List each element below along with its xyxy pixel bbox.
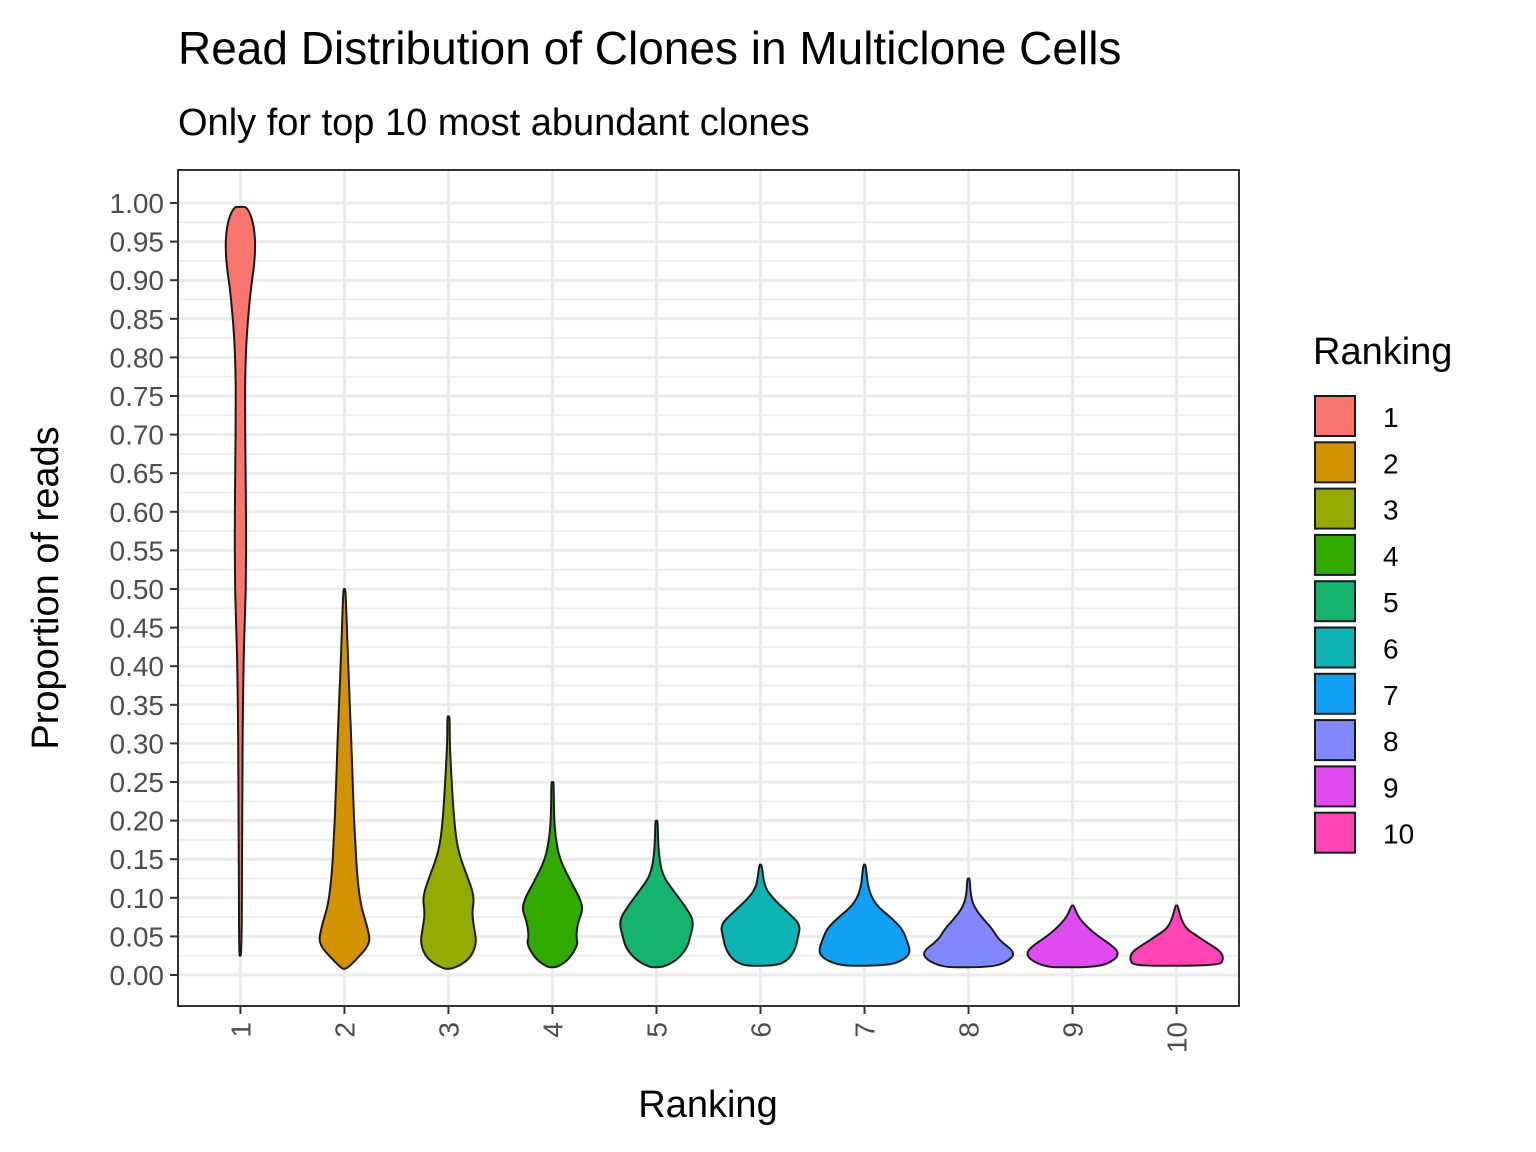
violin-1	[224, 205, 257, 957]
y-tick-label: 0.05	[110, 921, 165, 952]
y-tick-label: 0.95	[110, 227, 165, 258]
legend-swatch-7	[1314, 672, 1356, 715]
y-tick-label: 0.45	[110, 613, 165, 644]
y-tick-label: 0.55	[110, 535, 165, 566]
chart-subtitle: Only for top 10 most abundant clones	[178, 102, 810, 144]
y-tick-label: 1.00	[110, 188, 165, 219]
violin-8	[923, 877, 1015, 969]
x-tick-label: 6	[746, 1022, 777, 1038]
y-tick-label: 0.00	[110, 960, 165, 991]
y-tick-label: 0.70	[110, 420, 165, 451]
legend-swatch-6	[1314, 626, 1356, 669]
legend-label-3: 3	[1383, 495, 1399, 526]
violin-3	[420, 715, 477, 970]
legend-swatch-2	[1314, 441, 1356, 484]
legend-swatch-9	[1314, 765, 1356, 808]
legend-swatch-3	[1314, 487, 1356, 530]
violin-5	[619, 819, 694, 969]
x-tick-label: 7	[850, 1022, 881, 1038]
y-axis-title: Proportion of reads	[25, 426, 67, 749]
violin-10	[1129, 904, 1224, 967]
legend-label-6: 6	[1383, 634, 1399, 665]
legend: 1 2 3 4 5 6 7 8 9 10	[1314, 395, 1414, 854]
x-tick-label: 4	[537, 1022, 568, 1038]
y-tick-label: 0.10	[110, 883, 165, 914]
x-tick-label: 10	[1162, 1022, 1193, 1053]
violin-2	[318, 588, 371, 970]
violin-7	[818, 863, 911, 967]
legend-swatch-4	[1314, 533, 1356, 576]
legend-label-7: 7	[1383, 680, 1399, 711]
y-tick-label: 0.60	[110, 497, 165, 528]
x-tick-label: 5	[641, 1022, 672, 1038]
x-tick-label: 1	[225, 1022, 256, 1038]
legend-label-4: 4	[1383, 541, 1399, 572]
legend-swatch-8	[1314, 719, 1356, 762]
x-tick-label: 9	[1058, 1022, 1089, 1038]
y-tick-label: 0.15	[110, 844, 165, 875]
x-tick-label: 8	[954, 1022, 985, 1038]
y-tick-label: 0.30	[110, 728, 165, 759]
legend-swatch-10	[1314, 811, 1356, 854]
y-tick-label: 0.25	[110, 767, 165, 798]
y-tick-label: 0.50	[110, 574, 165, 605]
x-tick-label: 2	[329, 1022, 360, 1038]
legend-label-5: 5	[1383, 587, 1399, 618]
violin-9	[1026, 904, 1119, 969]
y-tick-label: 0.80	[110, 342, 165, 373]
y-tick-label: 0.35	[110, 690, 165, 721]
legend-label-2: 2	[1383, 448, 1399, 479]
violin-4	[521, 781, 584, 969]
legend-label-10: 10	[1383, 819, 1414, 850]
legend-title: Ranking	[1313, 331, 1452, 373]
legend-label-8: 8	[1383, 726, 1399, 757]
y-tick-label: 0.75	[110, 381, 165, 412]
y-tick-label: 0.40	[110, 651, 165, 682]
legend-label-1: 1	[1383, 402, 1399, 433]
legend-swatch-1	[1314, 395, 1356, 437]
violin-6	[720, 863, 801, 967]
y-tick-label: 0.65	[110, 458, 165, 489]
y-tick-label: 0.20	[110, 806, 165, 837]
legend-swatch-5	[1314, 580, 1356, 623]
chart-title: Read Distribution of Clones in Multiclon…	[178, 22, 1121, 74]
y-tick-label: 0.85	[110, 304, 165, 335]
plot-panel: 0.00 0.05 0.10 0.15 0.20 0.25 0.30 0.35 0.40 0.45…	[110, 169, 1240, 1053]
plot-border	[177, 169, 1240, 1007]
x-tick-label: 3	[433, 1022, 464, 1038]
x-axis-title: Ranking	[638, 1084, 777, 1126]
legend-label-9: 9	[1383, 772, 1399, 803]
y-tick-label: 0.90	[110, 265, 165, 296]
